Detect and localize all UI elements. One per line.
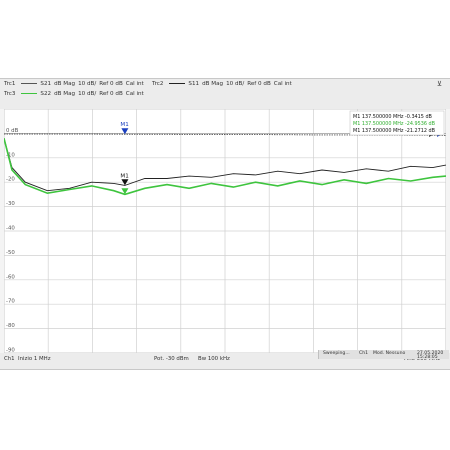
y-tick-label: -60 <box>6 274 15 280</box>
trace-row-2[interactable]: Trc2 S11 dB Mag 10 dB/Ref 0 dB Cal int <box>152 81 292 87</box>
marker-readout-box <box>349 110 445 136</box>
marker-m1-s11-icon[interactable] <box>121 179 129 186</box>
trace-id: Trc1 <box>4 81 16 87</box>
status-time: 15:28:05 <box>417 355 438 360</box>
trace-swatch <box>169 83 186 84</box>
mod-state: Mod. Nessuno <box>373 351 406 356</box>
status-channel: Ch1 <box>359 351 369 356</box>
y-tick-label: -40 <box>6 226 15 232</box>
marker-readout-row[interactable]: M1 137.500000 MHz -21.2712 dB <box>353 128 436 134</box>
marker-label: M1 <box>120 173 129 179</box>
stop-freq[interactable]: Fine 500 MHz <box>404 356 441 362</box>
bandwidth[interactable]: Bw 100 kHz <box>198 356 230 362</box>
y-tick-label: -90 <box>6 348 15 354</box>
trace-swatch <box>21 83 38 84</box>
channel-label[interactable]: Ch1 <box>4 356 15 362</box>
marker-m1-s22-icon[interactable] <box>121 188 129 195</box>
trace-line-s11[interactable] <box>4 138 446 192</box>
y-tick-label: -20 <box>6 177 15 183</box>
trace-row-1[interactable]: Trc1 S21 dB Mag 10 dB/Ref 0 dB Cal int <box>4 81 144 87</box>
y-tick-label: -10 <box>6 152 15 158</box>
trace-header: Trc1 S21 dB Mag 10 dB/Ref 0 dB Cal int Trc2 S… <box>0 79 450 109</box>
start-freq[interactable]: Inizio 1 MHz <box>18 356 51 362</box>
y-tick-label: 0 dB <box>6 128 19 134</box>
marker-readout-row[interactable]: M1 137.500000 MHz -0.3415 dB <box>353 114 433 120</box>
sweep-state: Sweeping... <box>323 351 350 356</box>
y-tick-label: -80 <box>6 323 15 329</box>
status-date: 27.05.2020 <box>417 351 444 356</box>
trace-row-3[interactable]: Trc3 S22 dB Mag 10 dB/Ref 0 dB Cal int <box>4 91 144 97</box>
y-tick-label: -50 <box>6 250 15 256</box>
trace-swatch <box>21 93 38 94</box>
trace-plot[interactable]: 0 dB -10 -20 -30 -40 -50 -60 -70 -80 -90 M1 M1 M1 13… <box>4 109 446 353</box>
trace-line-s22[interactable] <box>4 138 446 196</box>
status-bar: Sweeping... Ch1 Mod. Nessuno 27.05.2020 … <box>318 350 449 360</box>
y-tick-label: -70 <box>6 299 15 305</box>
marker-m1-s21-icon[interactable] <box>121 128 129 135</box>
power-level[interactable]: Pot. -30 dBm <box>154 356 189 362</box>
header-menu-button[interactable]: ⊻ <box>436 80 442 88</box>
marker-readout-row[interactable]: M1 137.500000 MHz -24.9536 dB <box>353 121 436 127</box>
marker-label: M1 <box>120 122 129 128</box>
vna-screen: Trc1 S21 dB Mag 10 dB/Ref 0 dB Cal int Trc2 S… <box>0 78 450 370</box>
y-tick-label: -30 <box>6 201 15 207</box>
